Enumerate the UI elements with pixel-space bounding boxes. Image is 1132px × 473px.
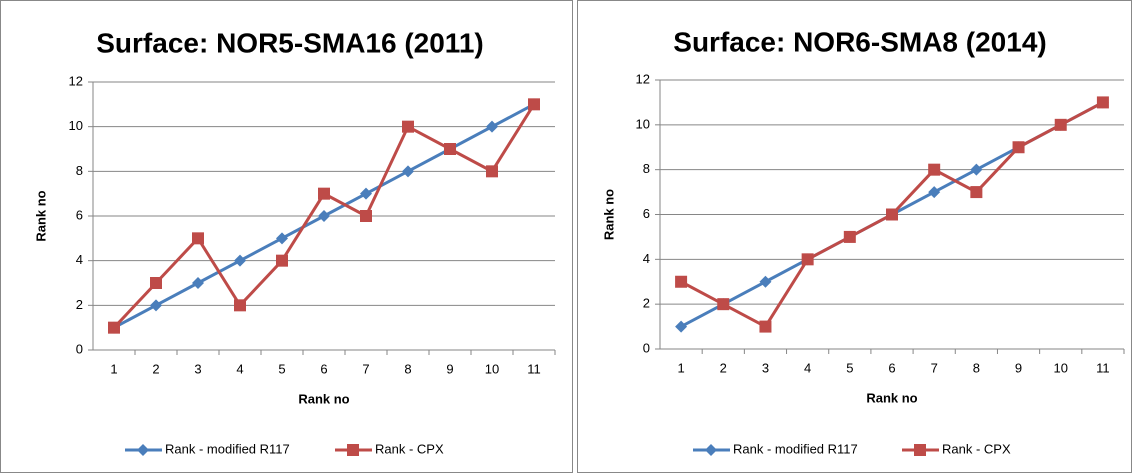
marker bbox=[360, 187, 372, 200]
y-tick-label: 12 bbox=[636, 71, 650, 86]
legend-marker bbox=[347, 444, 359, 456]
x-tick-label: 1 bbox=[110, 361, 117, 376]
x-tick-label: 6 bbox=[888, 360, 895, 375]
y-tick-label: 2 bbox=[643, 296, 650, 311]
marker bbox=[402, 120, 414, 133]
y-axis-title: Rank no bbox=[601, 189, 616, 240]
x-tick-label: 4 bbox=[236, 361, 243, 376]
legend-label: Rank - modified R117 bbox=[165, 441, 290, 456]
x-tick-label: 10 bbox=[485, 361, 499, 376]
marker bbox=[1012, 141, 1025, 154]
x-tick-label: 7 bbox=[931, 360, 938, 375]
x-axis-title: Rank no bbox=[298, 391, 349, 406]
marker bbox=[886, 208, 898, 221]
x-tick-label: 11 bbox=[1096, 360, 1110, 375]
y-tick-label: 8 bbox=[643, 161, 650, 176]
marker bbox=[528, 98, 540, 111]
y-tick-label: 0 bbox=[643, 340, 650, 355]
legend-marker bbox=[705, 444, 717, 456]
legend-label: Rank - modified R117 bbox=[733, 441, 858, 456]
marker bbox=[486, 120, 498, 133]
marker bbox=[318, 210, 330, 222]
x-axis-title: Rank no bbox=[866, 390, 917, 405]
marker bbox=[276, 254, 288, 267]
marker bbox=[759, 275, 772, 288]
y-tick-label: 6 bbox=[76, 207, 83, 222]
marker bbox=[717, 298, 730, 311]
y-axis-title: Rank no bbox=[33, 190, 48, 241]
x-tick-label: 2 bbox=[152, 361, 159, 376]
legend-marker bbox=[137, 444, 149, 456]
x-tick-label: 6 bbox=[320, 361, 327, 376]
marker bbox=[318, 187, 330, 200]
x-tick-label: 9 bbox=[446, 361, 453, 376]
legend-label: Rank - CPX bbox=[942, 441, 1011, 456]
y-tick-label: 0 bbox=[76, 341, 83, 356]
y-tick-label: 10 bbox=[69, 118, 83, 133]
marker bbox=[843, 230, 856, 243]
marker bbox=[192, 232, 204, 245]
marker bbox=[276, 232, 288, 245]
marker bbox=[1054, 118, 1067, 131]
x-tick-label: 2 bbox=[720, 360, 727, 375]
legend-marker bbox=[914, 444, 926, 456]
marker bbox=[234, 299, 246, 312]
x-tick-label: 4 bbox=[804, 360, 811, 375]
marker bbox=[928, 163, 941, 176]
x-tick-label: 8 bbox=[404, 361, 411, 376]
x-tick-label: 3 bbox=[194, 361, 201, 376]
legend-label: Rank - CPX bbox=[375, 441, 444, 456]
marker bbox=[360, 210, 372, 222]
marker bbox=[970, 186, 983, 199]
marker bbox=[234, 254, 246, 267]
marker bbox=[675, 320, 688, 333]
x-tick-label: 3 bbox=[762, 360, 769, 375]
x-tick-label: 7 bbox=[362, 361, 369, 376]
marker bbox=[150, 299, 162, 312]
marker bbox=[150, 277, 162, 289]
y-tick-label: 4 bbox=[76, 252, 83, 267]
chart-title: Surface: NOR6-SMA8 (2014) bbox=[673, 26, 1046, 57]
x-tick-label: 11 bbox=[527, 361, 541, 376]
marker bbox=[970, 163, 983, 176]
y-tick-label: 6 bbox=[643, 206, 650, 221]
chart-title: Surface: NOR5-SMA16 (2011) bbox=[96, 27, 483, 58]
x-tick-label: 9 bbox=[1015, 360, 1022, 375]
x-tick-label: 8 bbox=[973, 360, 980, 375]
y-tick-label: 12 bbox=[69, 73, 83, 88]
x-tick-label: 5 bbox=[846, 360, 853, 375]
marker bbox=[108, 321, 120, 334]
y-tick-label: 2 bbox=[76, 297, 83, 312]
marker bbox=[801, 253, 814, 266]
marker bbox=[1096, 96, 1109, 109]
y-tick-label: 10 bbox=[636, 116, 650, 131]
y-tick-label: 8 bbox=[76, 163, 83, 178]
marker bbox=[928, 186, 941, 199]
x-tick-label: 10 bbox=[1053, 360, 1067, 375]
marker bbox=[759, 320, 772, 333]
marker bbox=[675, 275, 688, 288]
marker bbox=[486, 165, 498, 178]
y-tick-label: 4 bbox=[643, 251, 650, 266]
marker bbox=[444, 143, 456, 155]
x-tick-label: 5 bbox=[278, 361, 285, 376]
marker bbox=[192, 277, 204, 289]
marker bbox=[402, 165, 414, 178]
x-tick-label: 1 bbox=[677, 360, 684, 375]
